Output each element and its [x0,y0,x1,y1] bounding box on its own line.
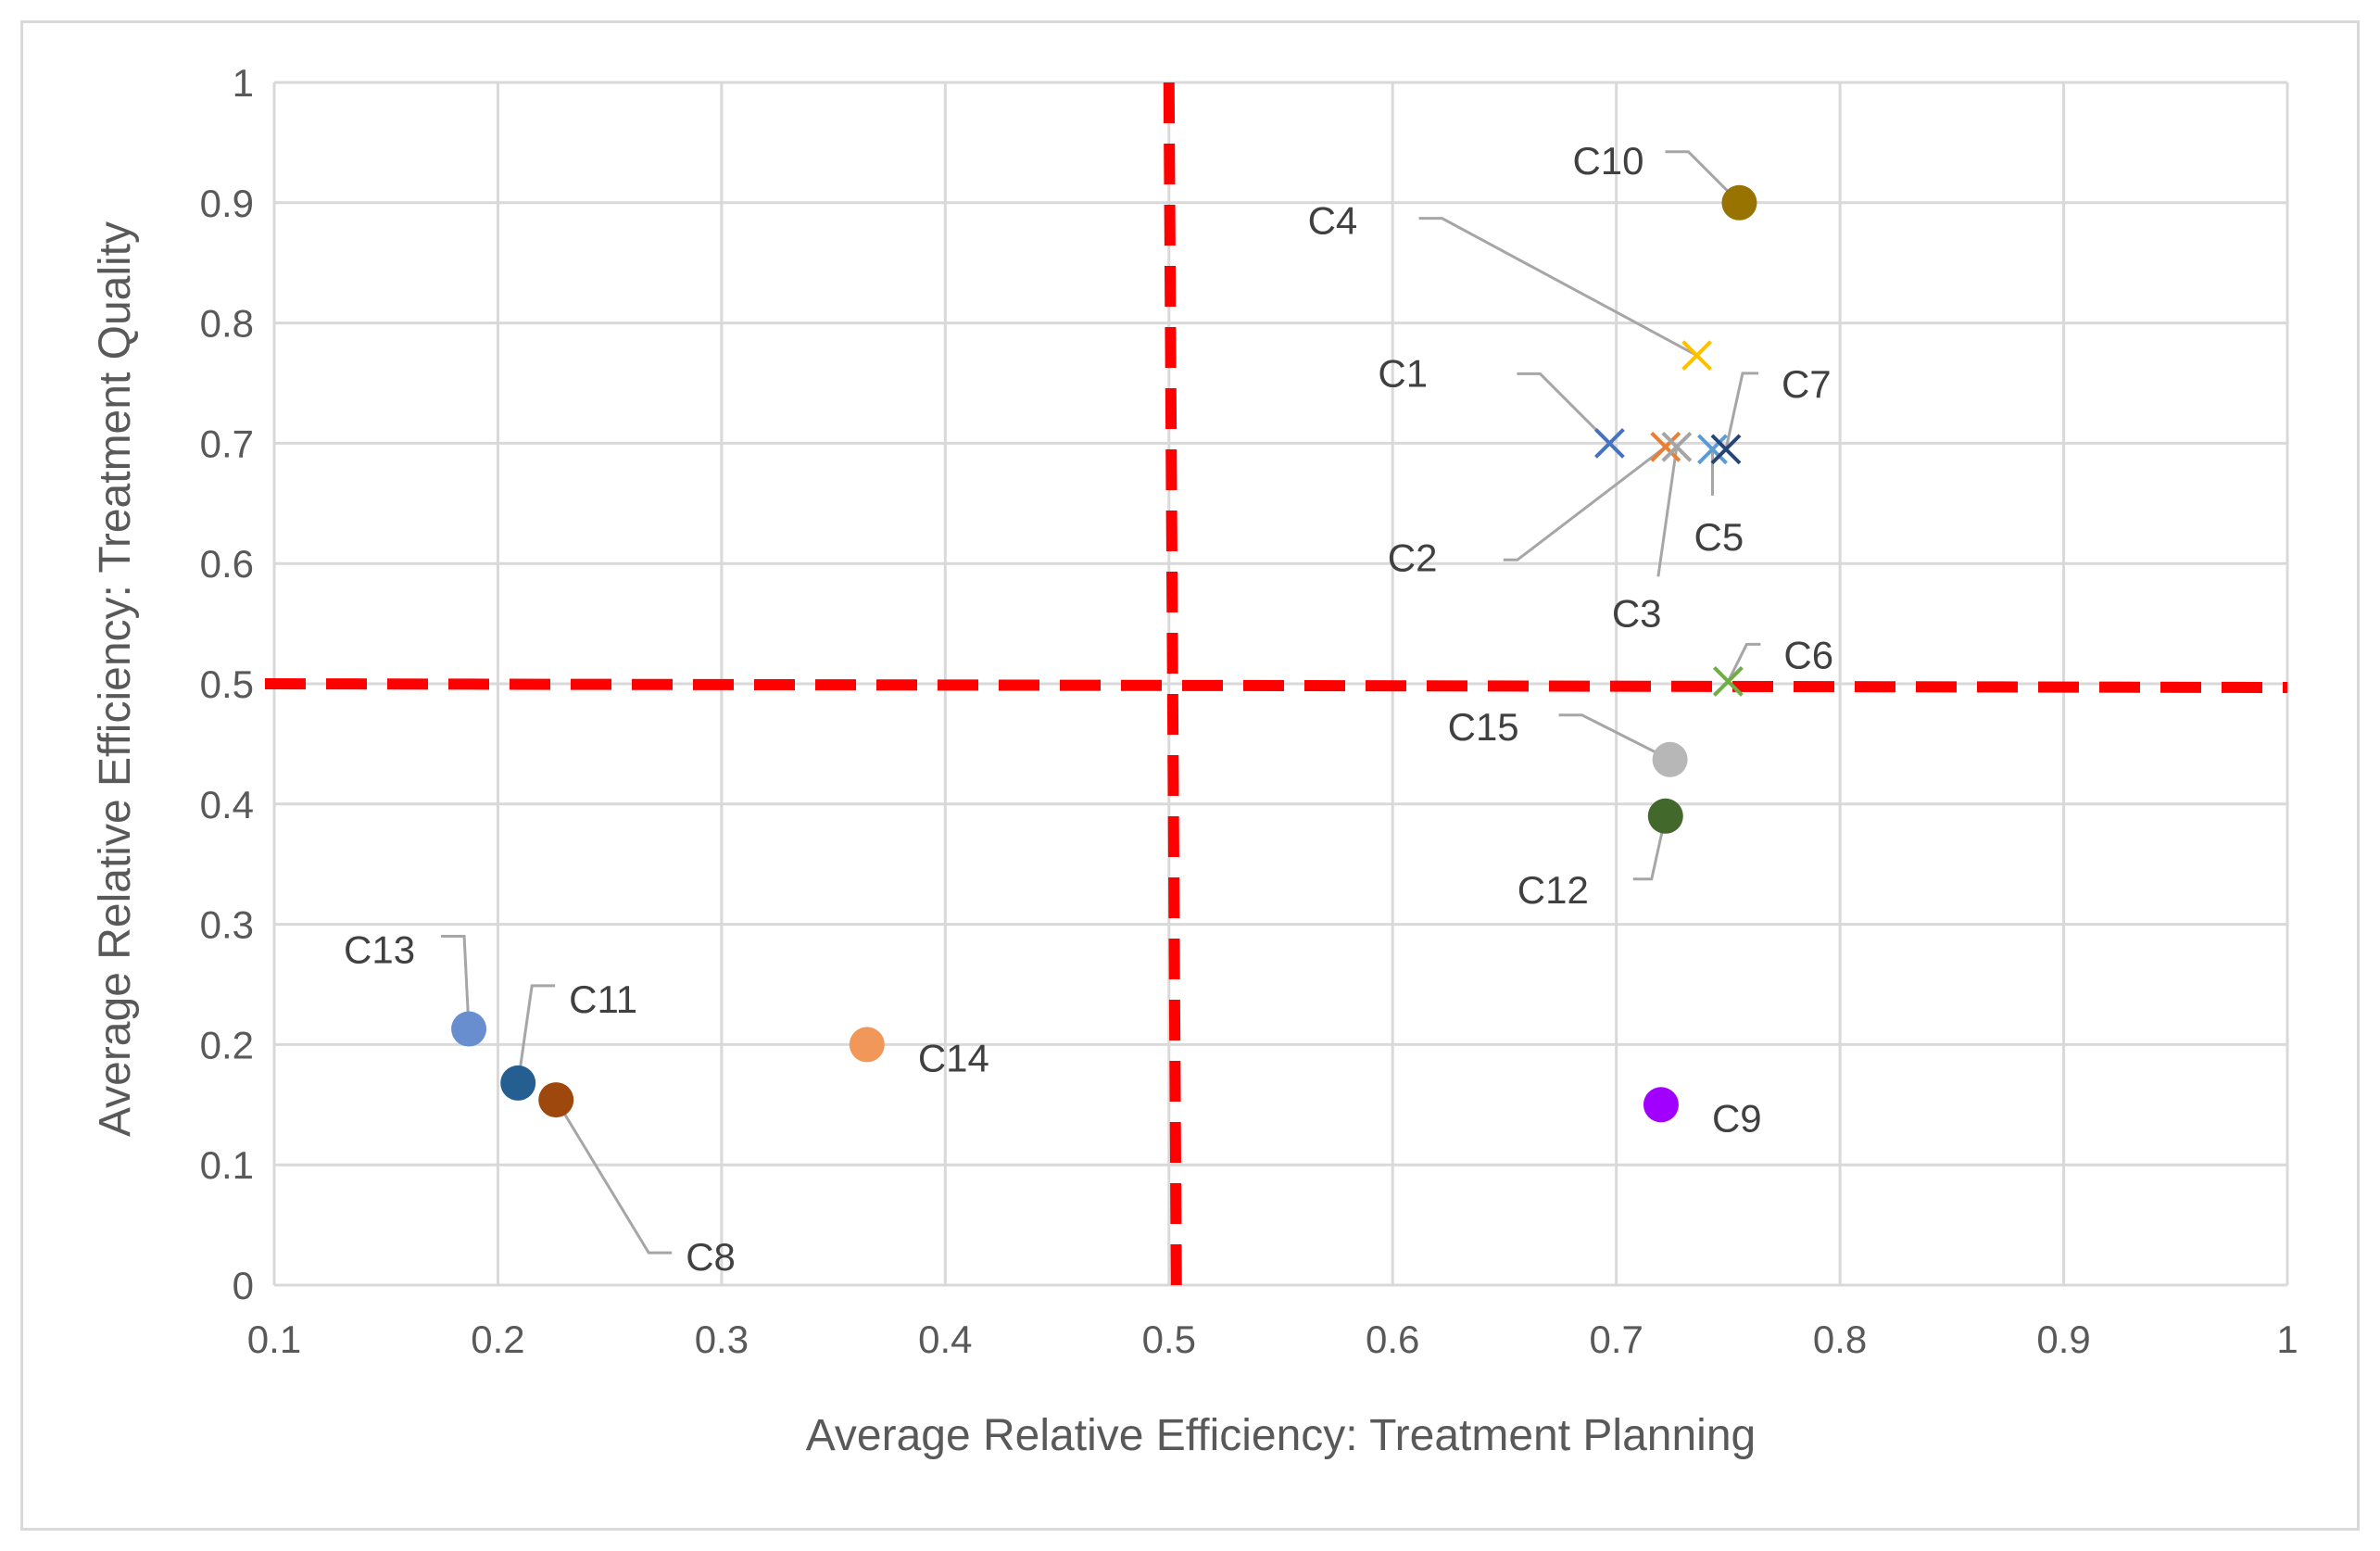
y-tick-label: 0.7 [200,422,254,465]
point-c13 [451,1011,487,1047]
leader-line-c7 [1724,372,1758,450]
label-leader-lines [441,150,1761,1255]
point-label-c6: C6 [1783,633,1833,676]
leader-line-c8 [554,1099,673,1255]
y-tick-label: 0.8 [200,302,254,346]
x-axis-label: Average Relative Efficiency: Treatment P… [806,1411,1756,1460]
x-tick-label: 0.8 [1813,1318,1867,1361]
point-c12 [1647,798,1683,834]
point-label-c12: C12 [1517,868,1589,912]
x-tick-label: 0.9 [2036,1318,2090,1361]
point-label-c14: C14 [918,1036,989,1079]
leader-line-c13 [441,935,471,1029]
y-tick-label: 0 [233,1264,254,1307]
tick-labels: 0.1 0.2 0.3 0.4 0.5 0.6 0.7 0.8 0.9 1 0 0.1 0.2 0.3 0.… [200,61,2298,1361]
x-tick-label: 0.7 [1589,1318,1643,1361]
point-c7 [1710,434,1742,465]
point-c3 [1661,431,1693,462]
leader-line-c4 [1418,217,1698,357]
x-marker-stroke [1661,431,1693,462]
y-tick-label: 0.4 [200,783,254,826]
x-marker-stroke [1712,665,1744,697]
x-tick-label: 0.2 [471,1318,524,1361]
x-tick-label: 0.4 [918,1318,972,1361]
x-marker-stroke [1594,427,1625,459]
point-c4 [1681,340,1713,372]
point-label-c11: C11 [569,977,637,1021]
grid [272,81,2289,1287]
point-c5 [1697,434,1728,465]
y-tick-label: 0.1 [200,1143,254,1187]
y-tick-label: 0.6 [200,542,254,586]
y-tick-label: 0.3 [200,903,254,947]
x-marker-stroke [1697,434,1728,465]
leader-line-c15 [1558,713,1671,762]
x-tick-label: 0.3 [695,1318,749,1361]
leader-line-c10 [1665,150,1741,204]
y-tick-label: 0.5 [200,662,254,706]
threshold-line-horizontal [264,678,2288,693]
point-c6 [1712,665,1744,697]
chart-frame: 0.1 0.2 0.3 0.4 0.5 0.6 0.7 0.8 0.9 1 0 0.1 0.2 0.3 0.… [20,20,2360,1531]
point-label-c2: C2 [1388,536,1438,579]
x-tick-label: 0.1 [247,1318,301,1361]
point-c2 [1650,431,1681,462]
point-label-c10: C10 [1572,139,1643,183]
point-labels: C1 C2 C3 C4 C5 C6 C7 C8 C9 C10 C11 C12 C13 C14 C15 [344,139,1833,1279]
point-label-c7: C7 [1782,362,1832,406]
y-tick-label: 0.2 [200,1023,254,1066]
leader-line-c6 [1727,642,1761,683]
point-c1 [1594,427,1625,459]
x-marker-stroke [1650,431,1681,462]
x-marker-stroke [1710,434,1742,465]
point-label-c9: C9 [1712,1096,1762,1140]
y-tick-label: 1 [233,61,254,105]
leader-line-c2 [1503,446,1667,561]
point-c8 [538,1082,574,1118]
leader-line-c11 [516,984,556,1084]
point-c9 [1643,1087,1679,1123]
leader-line-c1 [1517,372,1611,445]
point-label-c15: C15 [1448,705,1519,749]
data-points [451,184,1757,1123]
point-label-c8: C8 [686,1235,736,1279]
threshold-lines [264,82,2288,1286]
x-tick-label: 0.6 [1366,1318,1419,1361]
point-c15 [1652,741,1688,777]
y-axis-label: Average Relative Efficiency: Treatment Q… [91,221,140,1137]
scatter-chart: 0.1 0.2 0.3 0.4 0.5 0.6 0.7 0.8 0.9 1 0 0.1 0.2 0.3 0.… [91,61,2298,1460]
x-tick-label: 0.5 [1142,1318,1196,1361]
point-label-c4: C4 [1308,199,1358,243]
leader-line-c3 [1656,447,1679,577]
point-c11 [500,1065,536,1101]
threshold-line-vertical [1163,82,1182,1286]
point-label-c1: C1 [1378,351,1428,395]
point-label-c5: C5 [1694,515,1744,559]
point-c10 [1721,184,1757,221]
point-label-c3: C3 [1612,591,1662,635]
y-tick-label: 0.9 [200,182,254,225]
x-tick-label: 1 [2276,1318,2298,1361]
x-marker-stroke [1681,340,1713,372]
point-label-c13: C13 [344,928,415,972]
leader-line-c12 [1632,815,1668,881]
point-c14 [849,1027,885,1063]
